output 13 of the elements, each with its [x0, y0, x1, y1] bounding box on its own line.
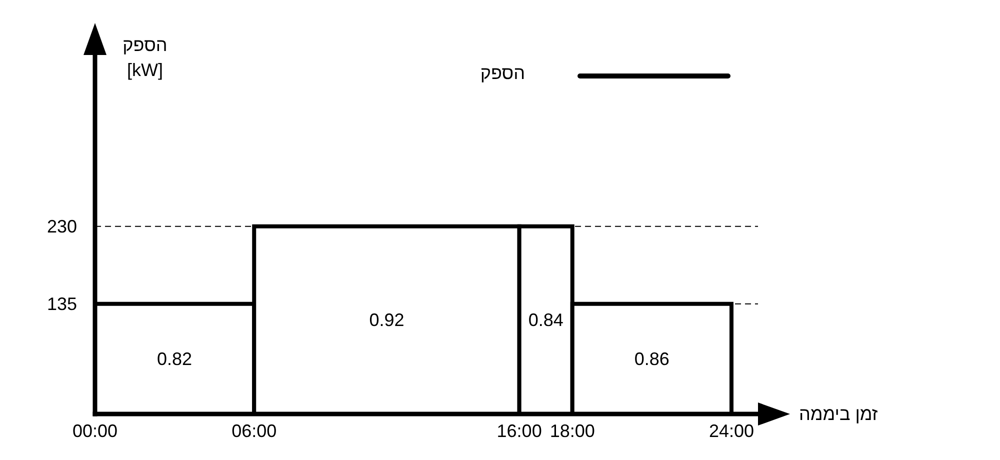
- annotation: 0.82: [157, 348, 192, 369]
- x-tick-label: 00:00: [72, 421, 118, 441]
- y-tick-label: 230: [46, 216, 77, 236]
- y-tick-label: 135: [46, 294, 77, 314]
- x-tick-label: 06:00: [232, 421, 277, 441]
- x-tick-label: 16:00: [496, 421, 542, 441]
- x-axis-title: זמן ביממה: [799, 404, 878, 424]
- annotation: 0.86: [634, 348, 670, 369]
- annotation: 0.92: [369, 310, 404, 330]
- legend-item: הספק: [480, 63, 730, 83]
- annotation: 0.84: [528, 310, 564, 330]
- x-tick-label: 18:00: [550, 421, 595, 441]
- x-tick-label: 24:00: [708, 421, 754, 441]
